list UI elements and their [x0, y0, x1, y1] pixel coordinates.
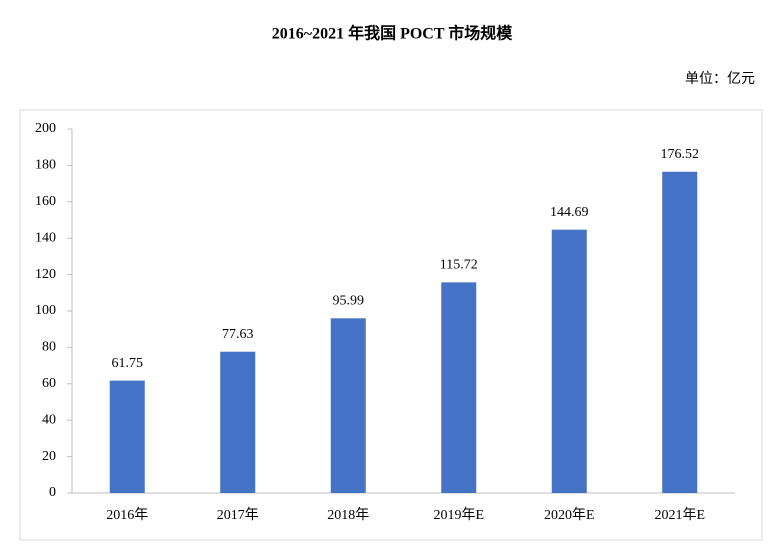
y-tick-label: 100	[35, 303, 56, 318]
data-label: 144.69	[550, 205, 589, 220]
chart-title: 2016~2021 年我国 POCT 市场规模	[272, 24, 513, 43]
x-tick-label: 2019年E	[433, 507, 484, 523]
bar	[662, 171, 698, 494]
y-tick-label: 80	[42, 340, 56, 355]
data-label: 77.63	[222, 327, 254, 342]
x-tick-label: 2016年	[106, 507, 148, 523]
data-label: 95.99	[333, 294, 365, 309]
y-tick-label: 0	[49, 485, 56, 500]
data-label: 115.72	[440, 258, 478, 273]
x-tick-label: 2017年	[217, 507, 259, 523]
bar	[220, 351, 256, 493]
plot-frame	[19, 109, 763, 541]
y-tick-label: 160	[35, 194, 56, 209]
y-tick-label: 40	[42, 412, 56, 427]
x-tick-label: 2020年E	[544, 507, 595, 523]
bar	[441, 282, 477, 493]
bar	[551, 229, 587, 494]
x-tick-label: 2021年E	[654, 507, 705, 523]
x-tick-label: 2018年	[327, 507, 369, 523]
y-tick-label: 140	[35, 230, 56, 245]
y-tick-label: 180	[35, 158, 56, 173]
data-label: 61.75	[112, 356, 144, 371]
unit-label: 单位：亿元	[685, 71, 755, 87]
y-tick-label: 200	[35, 121, 56, 136]
y-tick-label: 120	[35, 267, 56, 282]
y-tick-label: 20	[42, 449, 56, 464]
data-label: 176.52	[661, 147, 700, 162]
bar	[109, 380, 145, 493]
y-tick-label: 60	[42, 376, 56, 391]
bar	[330, 318, 366, 493]
